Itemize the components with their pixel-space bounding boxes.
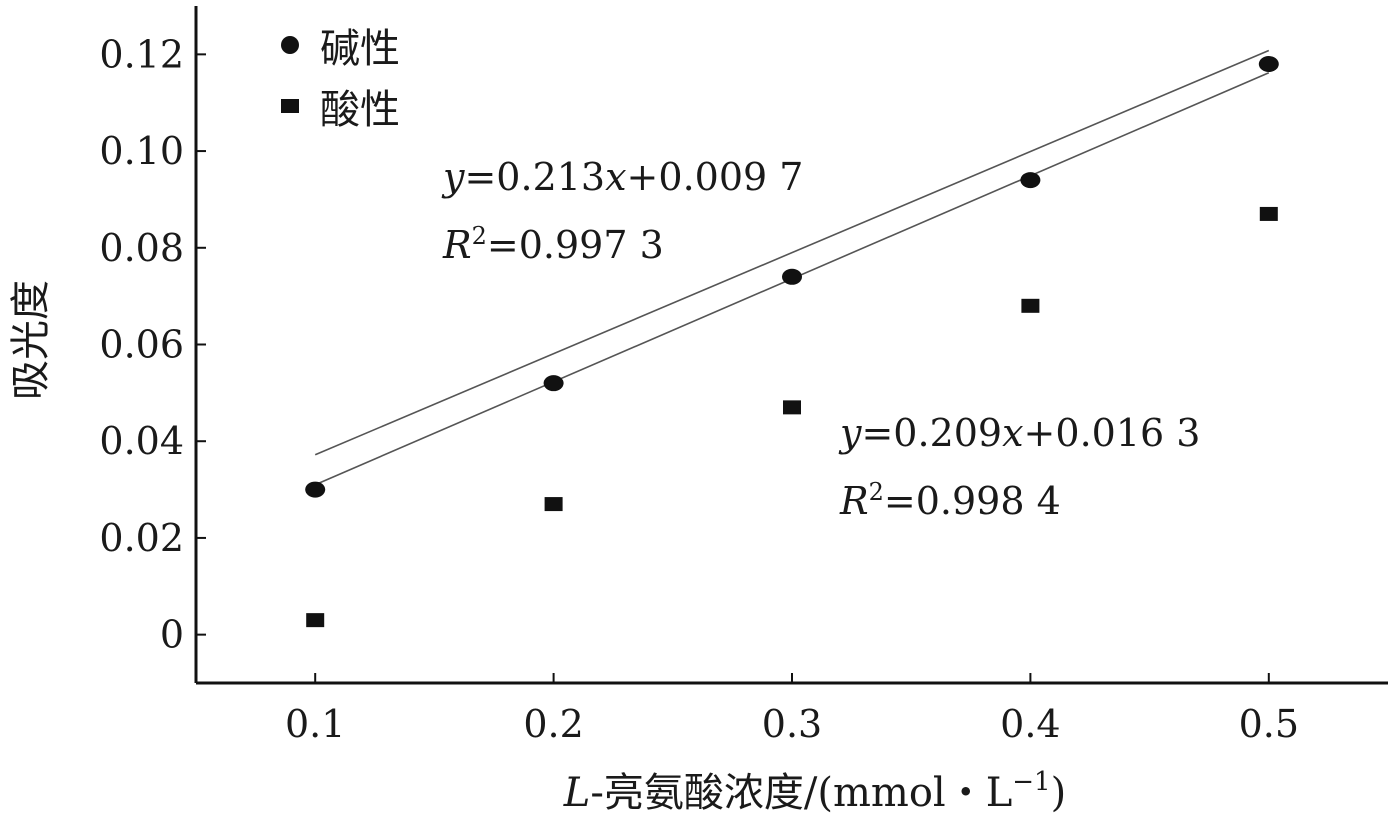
equation-alkaline: y=0.213x+0.009 7 (441, 155, 803, 199)
r2-alkaline: R2=0.997 3 (442, 222, 664, 267)
y-ticks: 0 0.02 0.04 0.06 0.08 0.10 0.12 (99, 32, 206, 657)
y-tick-label: 0.02 (99, 516, 184, 560)
eq-alk-tail: +0.009 7 (627, 155, 804, 199)
data-point-alkaline (305, 481, 326, 498)
x-tick-label: 0.1 (285, 702, 345, 746)
r2-alk-tail: =0.997 3 (487, 223, 664, 267)
data-point-acidic (306, 613, 325, 628)
x-axis-title: L-亮氨酸浓度/(mmol・L−1) (563, 767, 1066, 816)
y-tick-label: 0.08 (99, 226, 184, 270)
eq-acid-x: x (1002, 411, 1023, 455)
legend-label-alkaline: 碱性 (320, 26, 400, 72)
r2-alk-var: R (442, 223, 472, 267)
data-point-acidic (783, 400, 801, 415)
r2-acid-tail: =0.998 4 (884, 479, 1061, 523)
x-axis-title-sup: −1 (1012, 767, 1050, 797)
y-tick-label: 0.04 (99, 419, 184, 463)
x-axis-title-close: ) (1051, 770, 1067, 816)
x-ticks: 0.1 0.2 0.3 0.4 0.5 (285, 673, 1299, 746)
data-points (305, 56, 1279, 628)
eq-alk-y: y (441, 155, 465, 199)
y-tick-label: 0.10 (99, 129, 184, 173)
eq-acid-y: y (838, 411, 862, 455)
eq-alk-x: x (605, 155, 626, 199)
data-point-acidic (1259, 206, 1278, 221)
data-point-acidic (1021, 298, 1040, 313)
y-tick-label: 0.12 (99, 32, 184, 76)
equation-acidic: y=0.209x+0.016 3 (838, 411, 1200, 455)
y-tick-label: 0.06 (99, 323, 184, 367)
eq-acid-mid: =0.209 (861, 411, 1002, 455)
x-axis-title-italic: L (563, 770, 591, 816)
legend-marker-alkaline (281, 36, 299, 54)
eq-alk-mid: =0.213 (464, 155, 605, 199)
x-tick-label: 0.5 (1239, 702, 1299, 746)
data-point-alkaline (1020, 172, 1041, 189)
x-tick-label: 0.3 (762, 702, 822, 746)
legend-marker-acidic (281, 99, 299, 113)
x-tick-label: 0.4 (1000, 702, 1060, 746)
legend-label-acidic: 酸性 (320, 87, 400, 133)
data-point-alkaline (543, 375, 564, 392)
x-axis-title-rest: -亮氨酸浓度/(mmol・L (590, 770, 1012, 816)
legend: 碱性 酸性 (281, 26, 400, 133)
eq-acid-tail: +0.016 3 (1024, 411, 1201, 455)
r2-acid-var: R (839, 479, 869, 523)
data-point-alkaline (782, 268, 802, 285)
y-tick-label: 0 (160, 613, 184, 657)
r2-alk-sup: 2 (472, 222, 487, 250)
data-point-acidic (544, 497, 563, 512)
r2-acidic: R2=0.998 4 (839, 478, 1061, 523)
y-axis-title: 吸光度 (8, 280, 54, 400)
fit-line-acidic (314, 49, 1270, 456)
x-tick-label: 0.2 (523, 702, 583, 746)
data-point-alkaline (1258, 56, 1279, 73)
r2-acid-sup: 2 (869, 478, 884, 506)
